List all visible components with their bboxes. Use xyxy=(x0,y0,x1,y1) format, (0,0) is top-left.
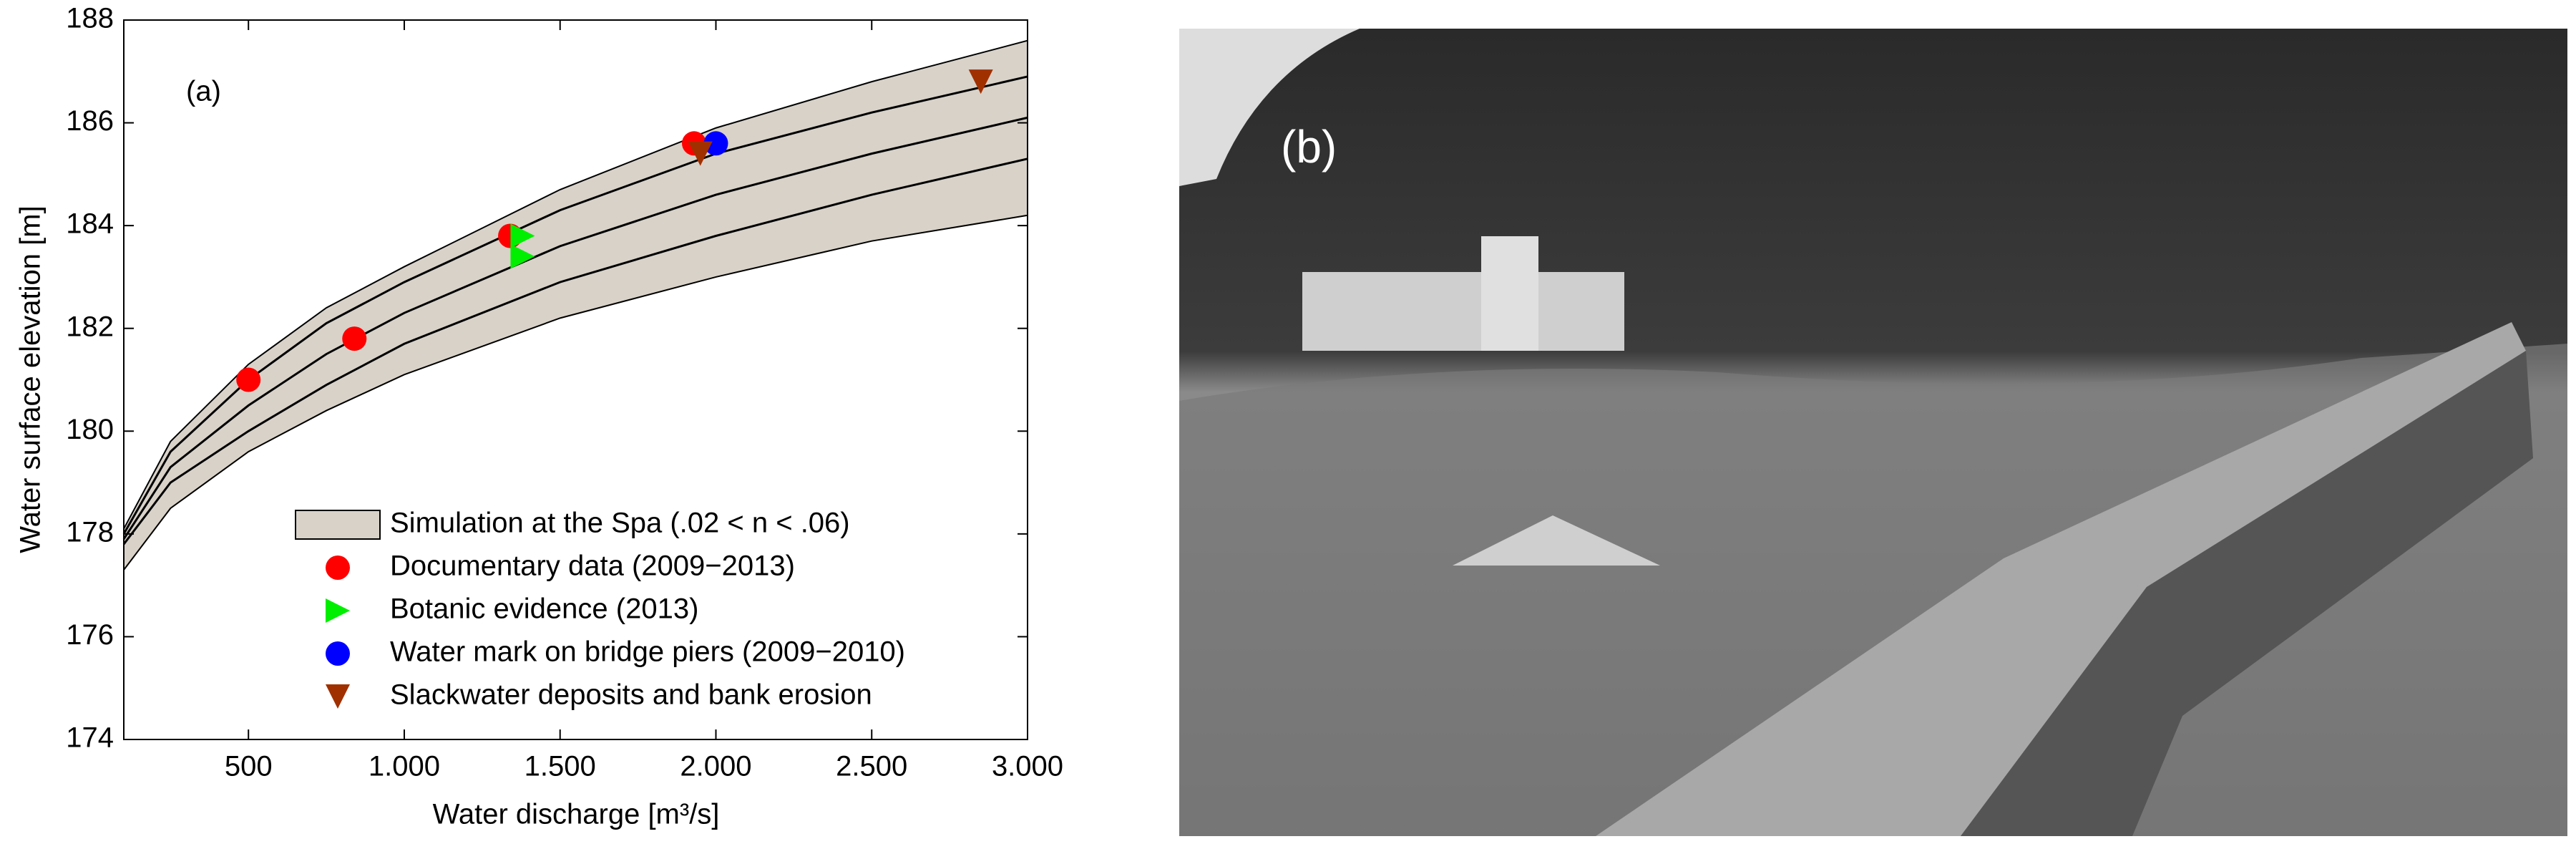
x-tick-label: 1.500 xyxy=(525,751,596,782)
y-axis-label: Water surface elevation [m] xyxy=(15,205,47,553)
legend: Simulation at the Spa (.02 < n < .06) Doc… xyxy=(295,508,905,711)
x-tick-label: 2.500 xyxy=(836,751,907,782)
legend-label: Simulation at the Spa (.02 < n < .06) xyxy=(390,508,850,539)
point xyxy=(968,69,993,94)
y-tick-label: 186 xyxy=(66,105,114,137)
pavilion xyxy=(1453,515,1660,566)
point xyxy=(342,326,367,351)
legend-marker xyxy=(326,641,350,666)
sky xyxy=(1179,29,1360,186)
y-tick-label: 184 xyxy=(66,208,114,240)
bridge-deck xyxy=(1596,322,2526,836)
point xyxy=(236,367,261,392)
y-tick-label: 176 xyxy=(66,619,114,651)
tower xyxy=(1481,236,1538,351)
x-tick-label: 1.000 xyxy=(369,751,440,782)
curve xyxy=(122,75,1028,535)
band xyxy=(123,39,1028,573)
legend-label: Slackwater deposits and bank erosion xyxy=(390,679,872,711)
point xyxy=(703,131,728,156)
x-tick-label: 2.000 xyxy=(680,751,751,782)
plot-frame xyxy=(123,19,1028,740)
curve xyxy=(122,116,1028,540)
point xyxy=(510,223,535,248)
photo: (b) xyxy=(1179,29,2567,836)
x-tick-label: 3.000 xyxy=(992,751,1063,782)
legend-label: Botanic evidence (2013) xyxy=(390,593,698,625)
y-tick-label: 174 xyxy=(66,722,114,754)
curve xyxy=(122,157,1028,545)
bridge-arches xyxy=(1961,351,2533,836)
legend-marker xyxy=(326,598,350,623)
building xyxy=(1302,272,1624,351)
y-tick-label: 178 xyxy=(66,516,114,548)
legend-swatch xyxy=(295,510,381,540)
y-tick-label: 182 xyxy=(66,311,114,342)
legend-marker xyxy=(326,684,350,709)
point xyxy=(510,244,535,269)
x-axis-label: Water discharge [m³/s] xyxy=(433,799,720,830)
x-tick-label: 500 xyxy=(225,751,273,782)
point xyxy=(688,141,713,166)
legend-marker xyxy=(326,556,350,580)
panel-label: (a) xyxy=(186,76,221,107)
y-tick-label: 188 xyxy=(66,3,114,34)
legend-label: Documentary data (2009−2013) xyxy=(390,550,795,582)
legend-label: Water mark on bridge piers (2009−2010) xyxy=(390,636,905,668)
panel-label: (b) xyxy=(1281,121,1337,173)
y-tick-label: 180 xyxy=(66,414,114,445)
